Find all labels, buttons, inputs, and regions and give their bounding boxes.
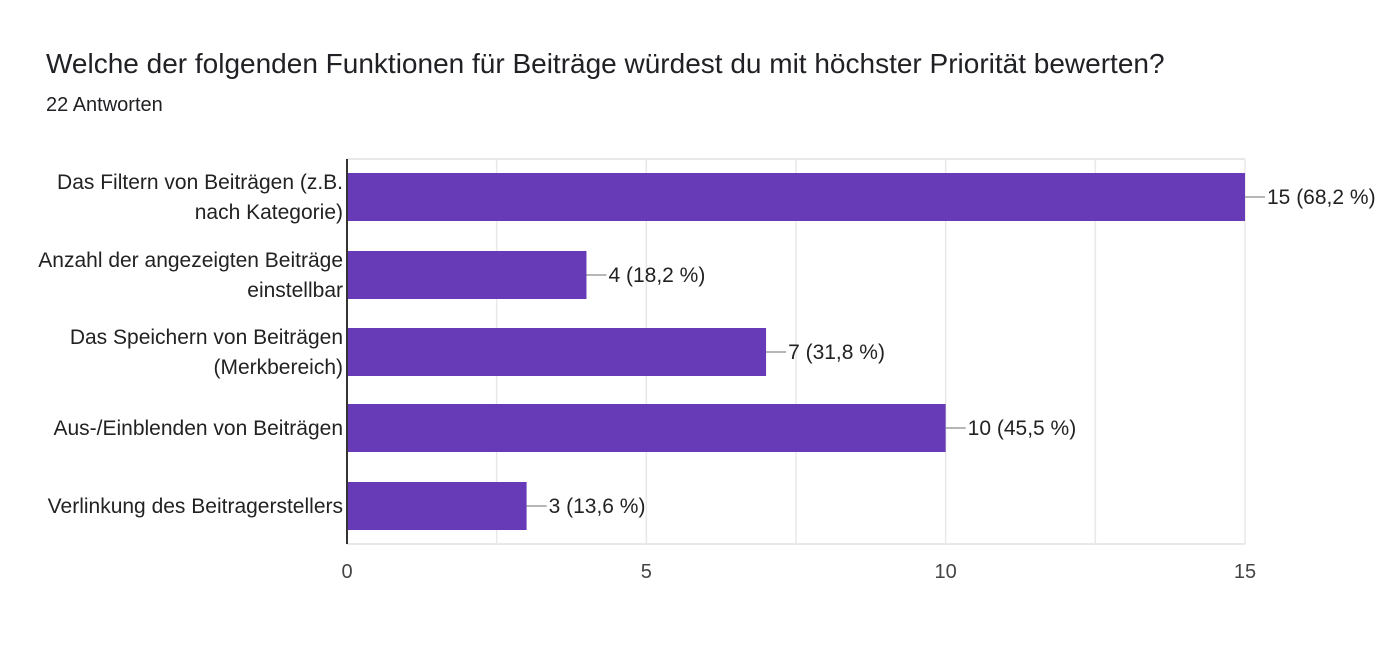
data-label: 3 (13,6 %) (549, 495, 646, 518)
bar (347, 404, 946, 452)
data-label: 4 (18,2 %) (608, 264, 705, 287)
bar (347, 173, 1245, 221)
x-tick-label: 5 (641, 561, 652, 583)
bar (347, 482, 527, 530)
data-label: 7 (31,8 %) (788, 341, 885, 364)
category-label: einstellbar (247, 279, 343, 302)
category-label: Verlinkung des Beitragerstellers (48, 495, 343, 518)
category-label: Das Filtern von Beiträgen (z.B. (57, 171, 343, 194)
x-tick-label: 15 (1234, 561, 1256, 583)
category-label: Aus-/Einblenden von Beiträgen (53, 417, 343, 440)
category-label: Anzahl der angezeigten Beiträge (38, 249, 343, 272)
bar (347, 328, 767, 376)
category-label: (Merkbereich) (213, 356, 343, 379)
x-tick-label: 10 (935, 561, 957, 583)
chart-title: Welche der folgenden Funktionen für Beit… (46, 48, 1165, 79)
data-label: 15 (68,2 %) (1267, 186, 1376, 209)
category-label: nach Kategorie) (195, 201, 343, 224)
response-count: 22 Antworten (46, 94, 163, 116)
x-tick-label: 0 (341, 561, 352, 583)
bar (347, 251, 587, 299)
category-label: Das Speichern von Beiträgen (70, 326, 343, 349)
data-label: 10 (45,5 %) (968, 417, 1077, 440)
